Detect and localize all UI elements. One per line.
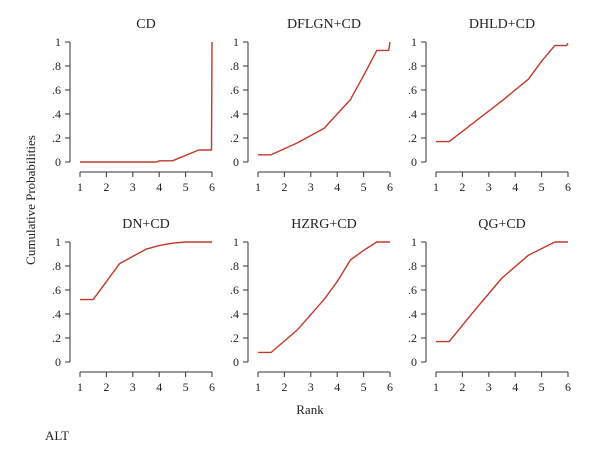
x-tick-label: 3 [308,380,314,394]
x-tick-label: 1 [433,380,439,394]
x-tick-label: 1 [433,180,439,194]
y-tick-label: 1 [55,35,61,49]
y-tick-label: .8 [52,59,61,73]
y-tick-label: 0 [233,355,239,369]
x-tick-label: 2 [459,380,465,394]
y-tick-label: .6 [52,283,61,297]
y-tick-label: .8 [52,259,61,273]
y-tick-label: 1 [233,235,239,249]
y-tick-label: .8 [230,59,239,73]
x-tick-label: 2 [281,380,287,394]
x-tick-label: 6 [387,380,393,394]
y-tick-label: .6 [408,83,417,97]
x-tick-label: 6 [565,380,571,394]
footnote: ALT [45,428,69,443]
x-tick-label: 6 [209,180,215,194]
x-tick-label: 6 [387,180,393,194]
y-tick-label: .2 [230,131,239,145]
x-tick-label: 4 [512,180,518,194]
x-tick-label: 2 [103,180,109,194]
y-tick-label: .8 [408,259,417,273]
x-tick-label: 1 [77,380,83,394]
x-tick-label: 4 [156,180,162,194]
series-line [80,41,213,163]
series-line [258,241,390,354]
y-tick-label: .2 [408,331,417,345]
x-tick-label: 3 [486,180,492,194]
y-tick-label: 0 [411,355,417,369]
x-tick-label: 5 [183,380,189,394]
x-tick-label: 5 [539,380,545,394]
x-tick-label: 5 [361,380,367,394]
y-tick-label: .2 [408,131,417,145]
x-tick-label: 5 [361,180,367,194]
y-tick-label: 0 [411,155,417,169]
series-line [436,42,569,143]
y-tick-label: .2 [230,331,239,345]
y-tick-label: .4 [52,107,61,121]
x-tick-label: 4 [334,380,340,394]
y-axis-title: Cumulative Probabilities [23,135,38,265]
panel-1: CD 0 .2 .4 .6 .8 1 1 2 3 4 5 6 [52,17,215,194]
panel-title: CD [136,17,155,32]
y-tick-label: 0 [55,155,61,169]
panel-6: QG+CD 0 .2 .4 .6 .8 1 1 2 3 4 5 6 [408,217,571,394]
x-tick-label: 4 [512,380,518,394]
x-tick-label: 2 [459,180,465,194]
y-tick-label: 0 [55,355,61,369]
series-line [80,241,212,301]
y-tick-label: .4 [52,307,61,321]
y-tick-label: .6 [230,83,239,97]
x-tick-label: 1 [255,380,261,394]
y-tick-label: .4 [408,107,417,121]
x-tick-label: 2 [281,180,287,194]
panel-title: DN+CD [122,217,170,232]
x-tick-label: 4 [156,380,162,394]
y-tick-label: 1 [55,235,61,249]
y-tick-label: 1 [411,35,417,49]
x-tick-label: 6 [565,180,571,194]
y-tick-label: .2 [52,131,61,145]
x-axis-title: Rank [296,402,324,417]
panel-title: QG+CD [478,217,526,232]
y-tick-label: .6 [230,283,239,297]
panel-title: DHLD+CD [469,17,535,32]
x-tick-label: 1 [77,180,83,194]
x-tick-label: 6 [209,380,215,394]
panel-5: HZRG+CD 0 .2 .4 .6 .8 1 1 2 3 4 5 6 [230,217,393,394]
x-tick-label: 2 [103,380,109,394]
y-tick-label: .8 [230,259,239,273]
x-tick-label: 3 [130,180,136,194]
x-tick-label: 5 [539,180,545,194]
panel-title: HZRG+CD [291,217,356,232]
x-tick-label: 3 [486,380,492,394]
y-tick-label: .6 [52,83,61,97]
x-tick-label: 3 [308,180,314,194]
y-tick-label: .6 [408,283,417,297]
x-tick-label: 3 [130,380,136,394]
panel-title: DFLGN+CD [287,17,361,32]
y-tick-label: .4 [230,107,239,121]
panel-3: DHLD+CD 0 .2 .4 .6 .8 1 1 2 3 4 5 6 [408,17,571,194]
y-tick-label: 0 [233,155,239,169]
panel-4: DN+CD 0 .2 .4 .6 .8 1 1 2 3 4 5 6 [52,217,215,394]
y-tick-label: .4 [230,307,239,321]
y-tick-label: .2 [52,331,61,345]
panel-2: DFLGN+CD 0 .2 .4 .6 .8 1 1 2 3 4 5 6 [230,17,393,194]
series-line [258,41,391,156]
x-tick-label: 4 [334,180,340,194]
x-tick-label: 1 [255,180,261,194]
y-tick-label: 1 [411,235,417,249]
y-tick-label: .4 [408,307,417,321]
y-tick-label: .8 [408,59,417,73]
y-tick-label: 1 [233,35,239,49]
x-tick-label: 5 [183,180,189,194]
series-line [436,241,568,343]
